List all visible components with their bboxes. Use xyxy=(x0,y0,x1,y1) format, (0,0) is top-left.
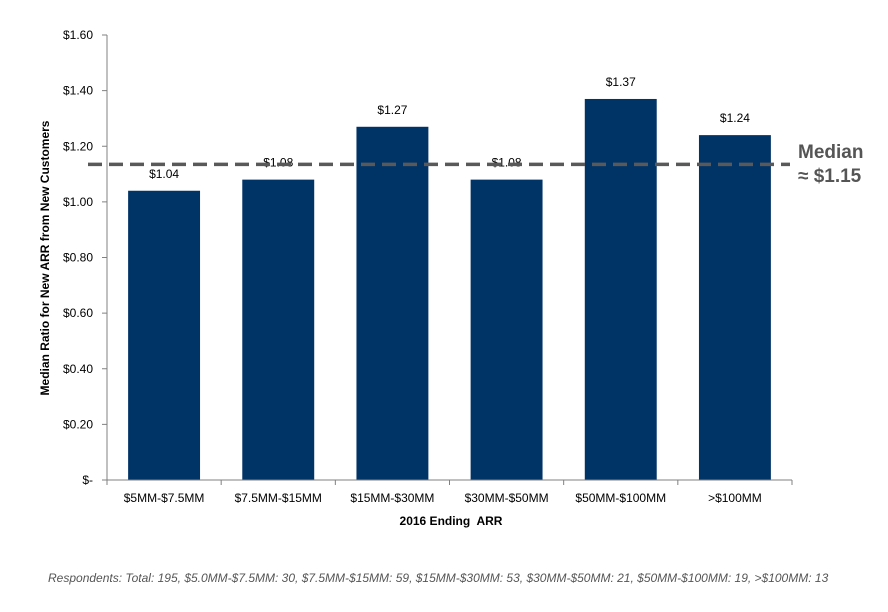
x-tick-label: $50MM-$100MM xyxy=(575,491,666,505)
y-tick-label: $0.20 xyxy=(63,417,93,431)
y-axis-ticks: $- $0.20 $0.40 $0.60 $0.80 $1.00 $1.20 $1.40 $1.… xyxy=(63,28,107,487)
median-label: Median xyxy=(798,142,863,163)
x-tick-label: $5MM-$7.5MM xyxy=(124,491,205,505)
bar xyxy=(584,98,657,480)
respondents-footnote: Respondents: Total: 195, $5.0MM-$7.5MM: … xyxy=(48,571,829,585)
bar-value-label: $1.08 xyxy=(492,156,522,170)
bar xyxy=(356,126,429,480)
y-tick-label: $0.40 xyxy=(63,362,93,376)
x-tick-label: >$100MM xyxy=(708,491,762,505)
y-axis-title: Median Ratio for New ARR from New Custom… xyxy=(38,120,52,395)
bar-value-label: $1.24 xyxy=(720,111,750,125)
y-tick-label: $1.60 xyxy=(63,28,93,42)
median-value-label: ≈ $1.15 xyxy=(798,166,862,187)
y-tick-label: $0.80 xyxy=(63,251,93,265)
x-axis-ticks: $5MM-$7.5MM $7.5MM-$15MM $15MM-$30MM $30MM-… xyxy=(106,480,793,505)
y-tick-label: $0.60 xyxy=(63,306,93,320)
data-labels: $1.04$1.08$1.27$1.08$1.37$1.24 xyxy=(149,75,750,181)
bars xyxy=(128,98,771,480)
x-tick-label: $7.5MM-$15MM xyxy=(235,491,322,505)
y-tick-label: $1.00 xyxy=(63,195,93,209)
bar xyxy=(698,135,771,480)
y-tick-label: $1.20 xyxy=(63,139,93,153)
bar xyxy=(128,190,201,480)
bar xyxy=(470,179,543,480)
x-tick-label: $30MM-$50MM xyxy=(465,491,549,505)
bar-value-label: $1.37 xyxy=(606,75,636,89)
bar-value-label: $1.04 xyxy=(149,167,179,181)
x-tick-label: $15MM-$30MM xyxy=(350,491,434,505)
bar-value-label: $1.27 xyxy=(377,103,407,117)
y-tick-label: $1.40 xyxy=(63,84,93,98)
bar xyxy=(242,179,315,480)
x-axis-title: 2016 Ending ARR xyxy=(400,514,503,528)
y-tick-label: $- xyxy=(82,473,93,487)
